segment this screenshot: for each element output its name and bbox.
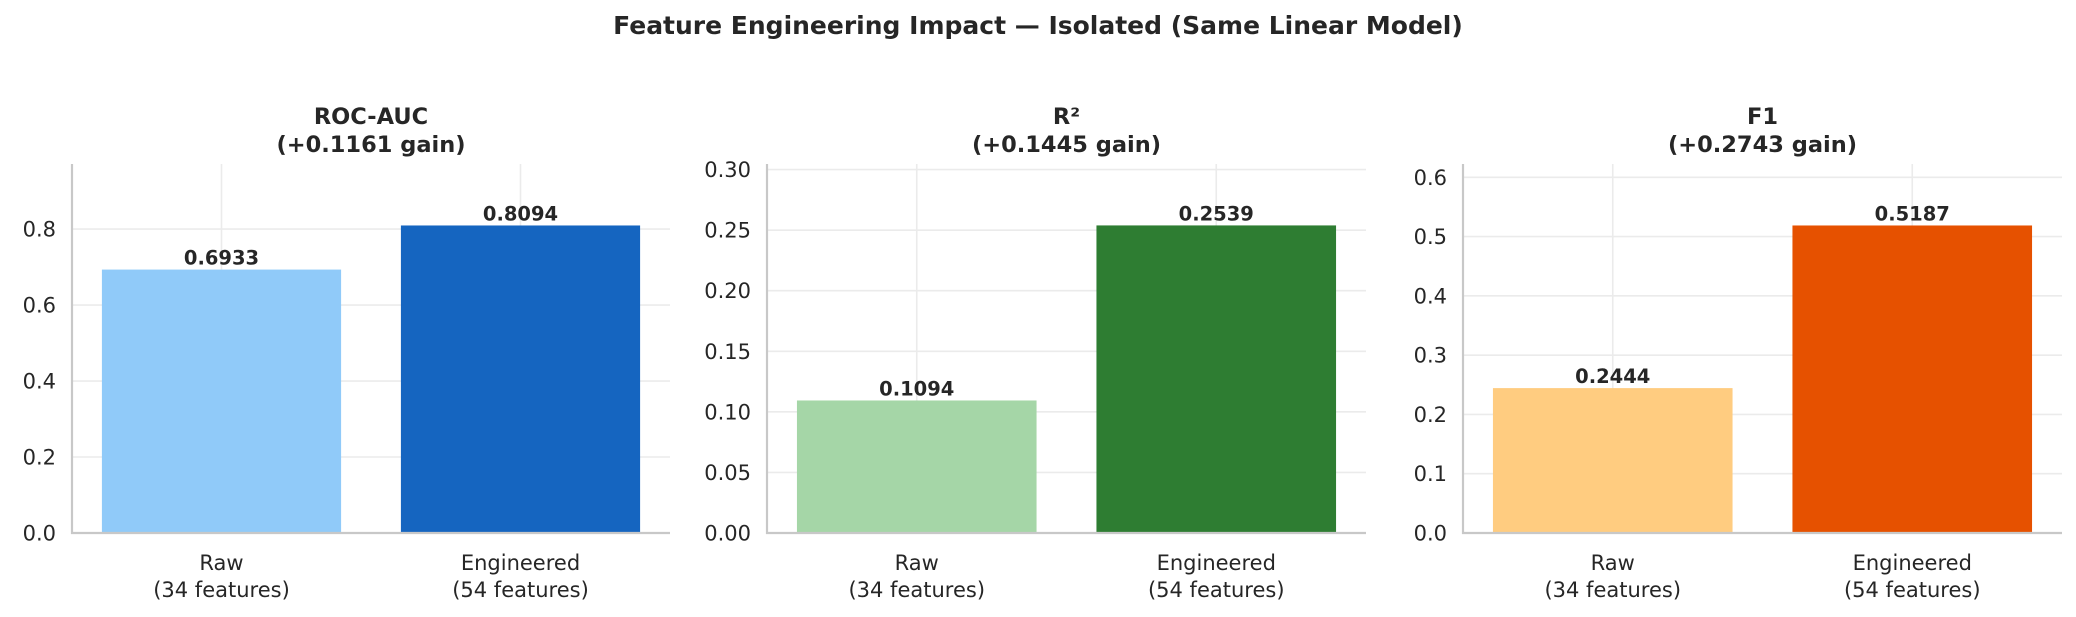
- panel-title-line-1: (+0.2743 gain): [1668, 132, 1857, 158]
- y-tick-label: 0.5: [1414, 225, 1447, 249]
- y-tick-label: 0.3: [1414, 344, 1447, 368]
- panel-f1: 0.2444 0.5187 0.0 0.1 0.2 0.3 0.4 0.5 0.6 Raw (34 …: [1414, 104, 2062, 602]
- figure-title: Feature Engineering Impact — Isolated (S…: [613, 11, 1463, 40]
- bar-r2-0: [796, 400, 1037, 533]
- panel-title-line-0: F1: [1747, 104, 1778, 130]
- data-label-f1-1: 0.5187: [1875, 202, 1950, 225]
- y-tick-label: 0.05: [704, 461, 751, 485]
- y-tick-label: 0.0: [1414, 522, 1447, 546]
- x-tick-label-0-line-0: Raw: [895, 551, 939, 575]
- y-tick-label: 0.1: [1414, 462, 1447, 486]
- y-tick-label: 0.6: [1414, 166, 1447, 190]
- data-label-f1-0: 0.2444: [1575, 365, 1650, 388]
- y-tick-label: 0.00: [704, 522, 751, 546]
- y-tick-label: 0.2: [1414, 403, 1447, 427]
- panel-title-line-1: (+0.1445 gain): [972, 132, 1161, 158]
- y-tick-label: 0.0: [23, 522, 56, 546]
- x-tick-label-0-line-1: (34 features): [1544, 578, 1681, 602]
- x-tick-label-1-line-1: (54 features): [1148, 578, 1285, 602]
- x-tick-label-0-line-0: Raw: [199, 551, 243, 575]
- x-tick-label-0-line-1: (34 features): [848, 578, 985, 602]
- x-tick-label-1-line-0: Engineered: [461, 551, 580, 575]
- data-label-roc-auc-0: 0.6933: [184, 247, 259, 270]
- x-tick-label-0-line-0: Raw: [1591, 551, 1635, 575]
- panel-roc-auc: 0.6933 0.8094 0.0 0.2 0.4 0.6 0.8 Raw (34 featur…: [23, 104, 670, 602]
- y-tick-label: 0.15: [704, 340, 751, 364]
- data-label-r2-1: 0.2539: [1179, 202, 1254, 225]
- y-tick-label: 0.10: [704, 400, 751, 424]
- x-tick-label-1-line-1: (54 features): [1844, 578, 1981, 602]
- data-label-roc-auc-1: 0.8094: [483, 202, 558, 225]
- bar-r2-1: [1096, 225, 1337, 533]
- bar-roc-auc-1: [400, 225, 641, 533]
- bar-roc-auc-0: [101, 269, 342, 533]
- panel-title-line-0: R²: [1053, 104, 1080, 130]
- y-tick-label: 0.20: [704, 279, 751, 303]
- x-tick-label-1-line-1: (54 features): [452, 578, 589, 602]
- x-tick-label-1-line-0: Engineered: [1853, 551, 1972, 575]
- y-tick-label: 0.8: [23, 218, 56, 242]
- y-tick-label: 0.4: [23, 370, 56, 394]
- y-tick-label: 0.6: [23, 294, 56, 318]
- bar-f1-1: [1792, 225, 2033, 534]
- y-tick-label: 0.4: [1414, 284, 1447, 308]
- y-tick-label: 0.2: [23, 446, 56, 470]
- panel-r2: 0.1094 0.2539 0.00 0.05 0.10 0.15 0.20 0.25 0.30…: [704, 104, 1366, 602]
- x-tick-label-0-line-1: (34 features): [153, 578, 290, 602]
- data-label-r2-0: 0.1094: [879, 377, 954, 400]
- panel-title-line-1: (+0.1161 gain): [276, 132, 465, 158]
- bar-f1-0: [1492, 388, 1733, 533]
- x-tick-label-1-line-0: Engineered: [1157, 551, 1276, 575]
- y-tick-label: 0.30: [704, 158, 751, 182]
- panel-title-line-0: ROC-AUC: [314, 104, 428, 130]
- y-tick-label: 0.25: [704, 219, 751, 243]
